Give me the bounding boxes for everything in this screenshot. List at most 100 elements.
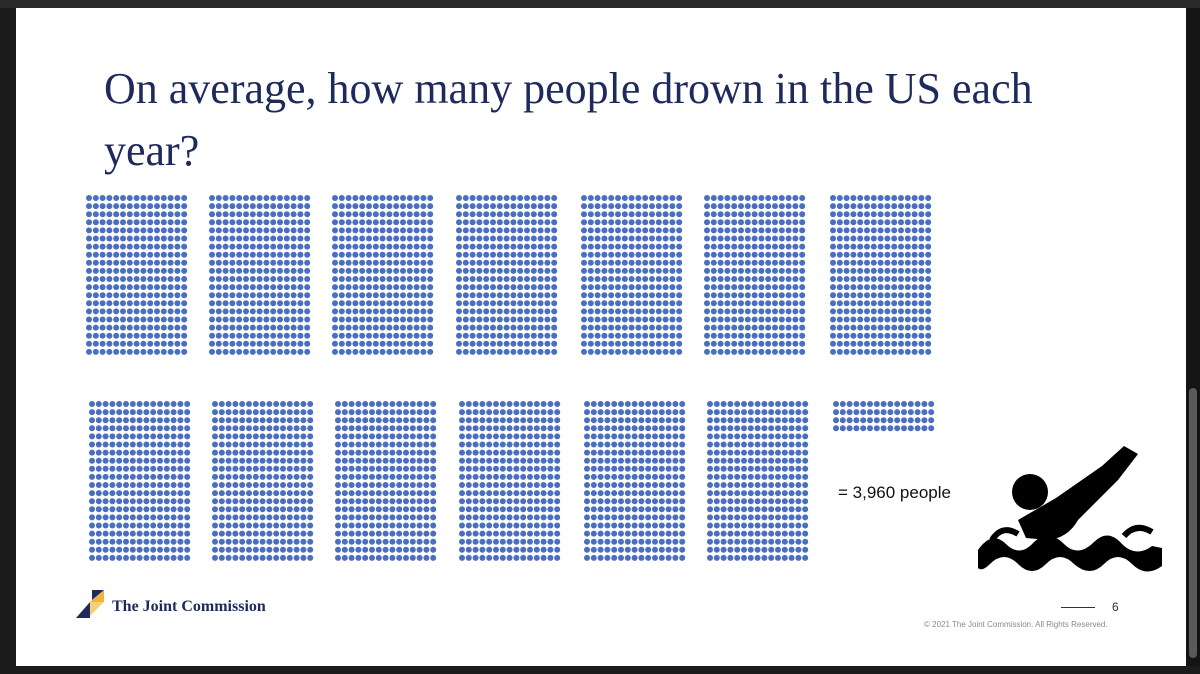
person-dot [785, 227, 792, 234]
person-dot [744, 308, 751, 315]
person-dot [147, 348, 154, 355]
person-dot [95, 514, 102, 521]
person-dot [839, 401, 846, 407]
person-dot [430, 554, 437, 561]
person-dot [710, 251, 717, 258]
person-dot [707, 449, 713, 456]
person-dot [493, 530, 499, 537]
person-dot [581, 243, 587, 250]
person-dot [236, 251, 243, 258]
person-dot [724, 276, 731, 282]
person-dot [530, 219, 537, 226]
person-dot [150, 425, 157, 432]
person-dot [184, 433, 191, 440]
person-dot [465, 530, 472, 537]
person-dot [843, 251, 850, 258]
person-dot [486, 530, 493, 537]
person-dot [877, 259, 884, 266]
person-dot [420, 348, 427, 355]
person-dot [747, 490, 754, 497]
drowning-swimmer-icon [978, 446, 1162, 572]
person-dot [665, 465, 672, 472]
person-dot [236, 332, 243, 339]
person-dot [741, 514, 747, 521]
person-dot [672, 425, 679, 432]
person-dot [140, 340, 147, 347]
person-dot [479, 465, 486, 472]
person-dot [286, 522, 293, 529]
person-dot [830, 235, 836, 242]
person-dot [277, 324, 283, 331]
person-dot [731, 211, 738, 218]
person-dot [652, 441, 658, 448]
person-dot [406, 292, 413, 299]
person-dot [724, 219, 731, 226]
person-dot [795, 530, 802, 537]
person-dot [758, 284, 765, 291]
person-dot [293, 425, 300, 432]
person-dot [239, 449, 246, 456]
person-dot [618, 514, 624, 521]
person-dot [761, 417, 768, 424]
scrollbar-thumb[interactable] [1189, 388, 1197, 658]
person-dot [638, 514, 645, 521]
person-dot [537, 332, 544, 339]
person-dot [554, 522, 561, 529]
person-dot [462, 227, 469, 234]
person-dot [259, 401, 266, 407]
person-dot [459, 514, 465, 521]
person-dot [106, 251, 113, 258]
person-dot [734, 433, 741, 440]
person-dot [642, 308, 649, 315]
person-dot [581, 251, 587, 258]
person-dot [236, 340, 243, 347]
person-dot [530, 211, 537, 218]
person-dot [707, 506, 713, 513]
person-dot [263, 332, 270, 339]
person-dot [898, 308, 904, 315]
person-dot [472, 465, 479, 472]
person-dot [734, 506, 741, 513]
person-dot [884, 251, 891, 258]
person-dot [129, 522, 136, 529]
person-dot [297, 251, 304, 258]
person-dot [792, 203, 799, 210]
person-dot [256, 316, 263, 323]
person-dot [554, 514, 561, 521]
person-dot [366, 219, 372, 226]
person-dot [136, 409, 143, 416]
person-dot [286, 417, 293, 424]
person-dot [430, 401, 437, 407]
person-dot [215, 308, 222, 315]
person-dot [517, 211, 524, 218]
person-dot [590, 417, 597, 424]
person-dot [304, 332, 311, 339]
person-dot [765, 235, 772, 242]
person-dot [704, 308, 710, 315]
person-dot [857, 243, 864, 250]
person-dot [92, 276, 99, 282]
person-dot [873, 409, 880, 416]
person-dot [147, 235, 154, 242]
person-dot [352, 219, 359, 226]
person-dot [229, 267, 236, 274]
person-dot [400, 195, 406, 201]
person-dot [393, 276, 400, 282]
person-dot [662, 267, 669, 274]
person-dot [143, 514, 150, 521]
person-dot [209, 227, 215, 234]
person-dot [413, 211, 420, 218]
person-dot [246, 546, 252, 553]
person-dot [621, 195, 628, 201]
person-dot [102, 425, 109, 432]
person-dot [658, 433, 665, 440]
person-dot [277, 340, 283, 347]
person-dot [157, 401, 163, 407]
person-dot [147, 267, 154, 274]
person-dot [594, 292, 601, 299]
person-dot [393, 267, 400, 274]
person-dot [544, 219, 551, 226]
person-dot [379, 259, 386, 266]
person-dot [393, 308, 400, 315]
person-dot [266, 449, 273, 456]
